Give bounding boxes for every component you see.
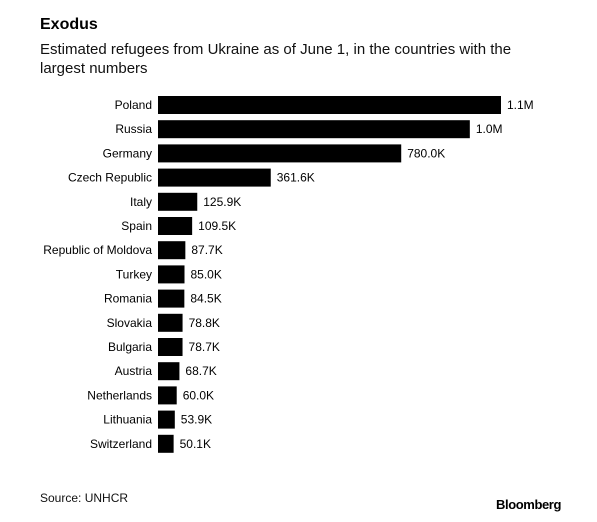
category-label: Turkey [116, 267, 152, 281]
bar [158, 217, 193, 235]
category-label: Republic of Moldova [43, 243, 152, 257]
bar [158, 168, 271, 187]
value-label: 60.0K [183, 388, 214, 402]
bar [158, 410, 175, 429]
bar [158, 265, 185, 284]
category-label: Russia [115, 122, 152, 136]
value-label: 78.7K [189, 340, 220, 354]
value-label: 68.7K [185, 364, 216, 378]
category-label: Lithuania [103, 413, 152, 427]
source-note: Source: UNHCR [40, 491, 129, 505]
category-label: Slovakia [107, 316, 153, 330]
value-label: 53.9K [181, 413, 212, 427]
value-label: 84.5K [190, 292, 221, 306]
bar [158, 120, 470, 139]
bloomberg-logo: Bloomberg [496, 497, 562, 512]
value-label: 1.0M [476, 122, 503, 136]
bar [158, 241, 186, 260]
value-label: 1.1M [507, 98, 534, 112]
category-label: Poland [115, 98, 152, 112]
chart-subtitle: Estimated refugees from Ukraine as of Ju… [40, 41, 512, 77]
category-label: Netherlands [87, 388, 152, 402]
bar [158, 434, 174, 453]
bar [158, 386, 177, 405]
bar [158, 338, 183, 356]
bar [158, 362, 180, 381]
bar [158, 313, 183, 332]
bar-chart: Poland 1.1M Russia 1.0M Germany 780.0K Czech R… [43, 96, 534, 453]
category-label: Austria [115, 364, 153, 378]
bar [158, 144, 402, 163]
category-label: Czech Republic [68, 171, 152, 185]
category-label: Switzerland [90, 437, 152, 451]
category-label: Germany [103, 146, 152, 160]
chart-title: Exodus [40, 16, 98, 33]
value-label: 109.5K [198, 219, 236, 233]
category-label: Italy [130, 195, 152, 209]
category-label: Romania [104, 292, 152, 306]
category-label: Bulgaria [108, 340, 152, 354]
value-label: 780.0K [407, 146, 445, 160]
bar [158, 192, 198, 211]
value-label: 85.0K [191, 267, 222, 281]
category-label: Spain [121, 219, 152, 233]
value-label: 78.8K [189, 316, 220, 330]
value-label: 361.6K [277, 171, 315, 185]
bar [158, 96, 501, 114]
value-label: 125.9K [203, 195, 241, 209]
bar [158, 289, 185, 308]
value-label: 87.7K [191, 243, 222, 257]
value-label: 50.1K [180, 437, 211, 451]
